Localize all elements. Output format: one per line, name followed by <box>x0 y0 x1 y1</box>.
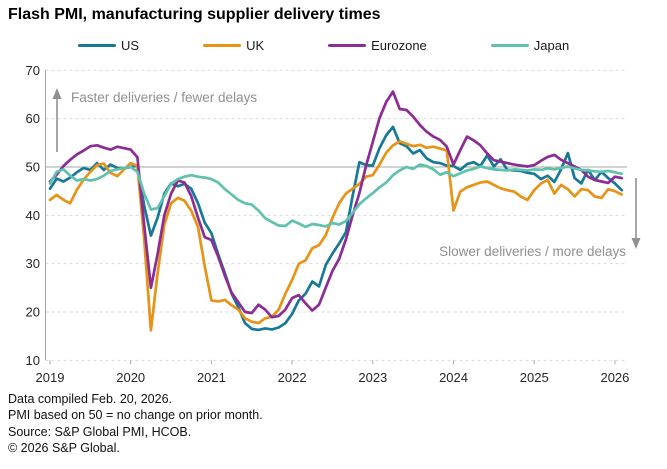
y-axis-tick-label: 60 <box>26 111 40 126</box>
x-axis-tick-label: 2025 <box>520 370 549 385</box>
legend-label-us: US <box>121 38 140 53</box>
legend-swatch-uk-icon <box>203 44 242 47</box>
x-axis-tick-label: 2019 <box>36 370 65 385</box>
footer-copyright: © 2026 S&P Global. <box>8 441 120 456</box>
legend-swatch-eurozone-icon <box>328 44 367 47</box>
footer-notes: Data compiled Feb. 20, 2026. PMI based o… <box>8 391 263 457</box>
legend-label-eurozone: Eurozone <box>371 38 427 53</box>
legend: US UK Eurozone Japan <box>78 38 569 53</box>
x-axis-tick-label: 2023 <box>358 370 387 385</box>
x-axis-tick-label: 2022 <box>278 370 307 385</box>
annotation-faster-deliveries: Faster deliveries / fewer delays <box>71 90 257 105</box>
y-axis-tick-label: 70 <box>26 63 40 78</box>
annotation-slower-deliveries: Slower deliveries / more delays <box>439 244 626 259</box>
y-axis-tick-label: 10 <box>26 353 40 368</box>
series-line-uk <box>48 140 624 332</box>
x-axis-tick-label: 2024 <box>439 370 468 385</box>
legend-swatch-us-icon <box>78 44 116 47</box>
series-line-eurozone <box>48 90 624 319</box>
x-axis-tick-label: 2020 <box>116 370 145 385</box>
legend-label-uk: UK <box>246 38 265 53</box>
y-axis-tick-label: 50 <box>26 160 40 175</box>
footer-pmi-note: PMI based on 50 = no change on prior mon… <box>8 408 263 423</box>
footer-data-compiled: Data compiled Feb. 20, 2026. <box>8 392 172 406</box>
page-title: Flash PMI, manufacturing supplier delive… <box>8 6 381 23</box>
series-line-japan <box>48 163 624 229</box>
y-axis-tick-label: 20 <box>26 304 40 319</box>
up-arrow-head-icon <box>52 88 62 99</box>
y-axis-tick-label: 30 <box>26 256 40 271</box>
x-axis-tick-label: 2026 <box>600 370 629 385</box>
y-axis-tick-label: 40 <box>26 208 40 223</box>
footer-source: Source: S&P Global PMI, HCOB. <box>8 424 192 439</box>
legend-item-eurozone: Eurozone <box>328 38 427 53</box>
series-line-us <box>48 125 624 332</box>
legend-swatch-japan-icon <box>490 44 529 47</box>
legend-item-japan: Japan <box>490 38 570 53</box>
legend-label-japan: Japan <box>533 38 570 53</box>
legend-item-us: US <box>78 38 139 53</box>
legend-item-uk: UK <box>203 38 264 53</box>
down-arrow-head-icon <box>631 238 641 249</box>
x-axis-tick-label: 2021 <box>197 370 226 385</box>
